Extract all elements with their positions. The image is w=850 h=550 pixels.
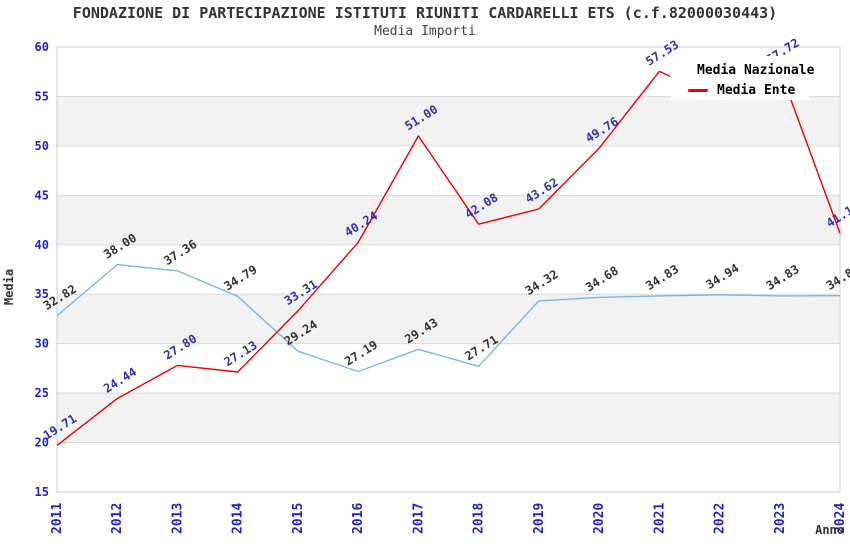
x-tick-label: 2016: [351, 503, 366, 534]
x-tick-label: 2014: [231, 503, 246, 534]
plot-band: [57, 294, 840, 344]
chart-title: FONDAZIONE DI PARTECIPAZIONE ISTITUTI RI…: [72, 4, 778, 22]
y-tick-label: 15: [35, 485, 49, 499]
y-tick-label: 25: [35, 386, 49, 400]
plot-border: [56, 46, 841, 493]
data-label: 34.83: [643, 262, 681, 293]
legend-item-media-ente[interactable]: Media Ente: [688, 80, 810, 100]
media-ente-line-swatch-icon: [688, 88, 708, 92]
chart-legend: Media Nazionale Media Ente: [670, 56, 814, 100]
data-label: 24.44: [101, 365, 139, 396]
x-tick-label: 2021: [652, 503, 667, 534]
y-tick-label: 30: [35, 337, 49, 351]
chart-subtitle: Media Importi: [374, 24, 476, 39]
y-tick-label: 35: [35, 287, 49, 301]
data-label: 34.85: [824, 262, 850, 293]
plot-band: [57, 96, 840, 146]
legend-item-media-nazionale[interactable]: Media Nazionale: [688, 60, 814, 80]
data-label: 34.32: [523, 267, 561, 298]
y-axis-title: Media: [2, 269, 16, 305]
legend-label: Media Ente: [717, 82, 796, 98]
x-tick-label: 2015: [291, 503, 306, 534]
x-axis-title: Anno: [815, 523, 844, 537]
plot-band: [57, 393, 840, 443]
x-tick-label: 2018: [472, 503, 487, 534]
x-tick-label: 2024: [833, 503, 848, 534]
x-tick-label: 2013: [170, 503, 185, 534]
x-tick-label: 2011: [50, 503, 65, 534]
x-tick-label: 2022: [713, 503, 728, 534]
x-tick-label: 2020: [592, 503, 607, 534]
y-tick-label: 40: [35, 238, 49, 252]
y-tick-label: 50: [35, 139, 49, 153]
y-tick-label: 45: [35, 188, 49, 202]
data-label: 34.79: [222, 262, 260, 293]
y-tick-label: 60: [35, 40, 49, 54]
x-tick-label: 2019: [532, 503, 547, 534]
y-tick-label: 55: [35, 89, 49, 103]
data-label: 34.68: [583, 263, 621, 294]
data-label: 34.83: [764, 262, 802, 293]
data-label: 34.94: [703, 261, 741, 292]
x-tick-label: 2012: [110, 503, 125, 534]
plot-band: [57, 195, 840, 245]
x-tick-label: 2017: [411, 503, 426, 534]
x-tick-label: 2023: [773, 503, 788, 534]
series-line-0: [56, 263, 841, 373]
legend-label: Media Nazionale: [697, 62, 815, 78]
y-tick-label: 20: [35, 436, 49, 450]
